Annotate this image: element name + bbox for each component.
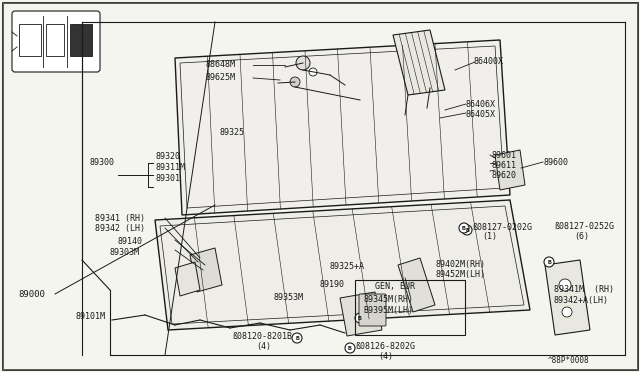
Text: 89000: 89000 [18, 290, 45, 299]
Text: 86406X: 86406X [466, 100, 496, 109]
Circle shape [345, 343, 355, 353]
Circle shape [562, 307, 572, 317]
Text: B: B [547, 260, 551, 264]
Text: 89190: 89190 [320, 280, 345, 289]
Text: (6): (6) [574, 232, 589, 241]
Polygon shape [175, 262, 200, 296]
Text: B: B [348, 346, 352, 350]
Text: ß08127-0202G: ß08127-0202G [472, 223, 532, 232]
Text: ß08127-0252G: ß08127-0252G [554, 222, 614, 231]
Text: 89320: 89320 [155, 152, 180, 161]
Circle shape [544, 257, 554, 267]
FancyBboxPatch shape [359, 294, 386, 326]
Circle shape [462, 225, 472, 235]
Text: (4): (4) [378, 352, 393, 361]
Bar [355, 280, 465, 335]
Circle shape [459, 223, 469, 233]
Text: 89342 (LH): 89342 (LH) [95, 224, 145, 233]
FancyBboxPatch shape [12, 11, 100, 72]
Text: 89325: 89325 [220, 128, 245, 137]
Polygon shape [190, 248, 222, 292]
Text: 89345M(RH): 89345M(RH) [363, 295, 413, 304]
Text: 89101M: 89101M [75, 312, 105, 321]
Text: (4): (4) [256, 342, 271, 351]
Text: 89311M: 89311M [155, 163, 185, 172]
Bar [19, 24, 41, 56]
Text: 89325+A: 89325+A [330, 262, 365, 271]
Text: B: B [462, 225, 466, 231]
Text: B: B [295, 336, 299, 340]
Text: B9395M(LH): B9395M(LH) [363, 306, 413, 315]
Text: (1): (1) [482, 232, 497, 241]
Text: 89341M  (RH): 89341M (RH) [554, 285, 614, 294]
Polygon shape [155, 200, 530, 330]
Text: 89342+A(LH): 89342+A(LH) [554, 296, 609, 305]
Text: B: B [358, 315, 362, 321]
Text: 89625M: 89625M [205, 73, 235, 82]
Text: 89341 (RH): 89341 (RH) [95, 214, 145, 223]
Text: 88648M: 88648M [205, 60, 235, 69]
Bar [70, 24, 92, 56]
Text: ß08126-8202G: ß08126-8202G [355, 342, 415, 351]
Text: 89140: 89140 [117, 237, 142, 246]
Text: 89601: 89601 [492, 151, 517, 160]
Text: ^88P*0008: ^88P*0008 [548, 356, 589, 365]
Polygon shape [175, 40, 510, 215]
Text: B: B [465, 228, 469, 232]
Polygon shape [340, 292, 382, 336]
Bar [46, 24, 64, 56]
Text: 89402M(RH): 89402M(RH) [435, 260, 485, 269]
Text: 89620: 89620 [492, 171, 517, 180]
Text: 89301: 89301 [155, 174, 180, 183]
Text: 89600: 89600 [543, 158, 568, 167]
Polygon shape [545, 260, 590, 335]
Text: 86400X: 86400X [474, 57, 504, 66]
Circle shape [290, 77, 300, 87]
Text: GEN, EUR: GEN, EUR [375, 282, 415, 291]
Text: 86405X: 86405X [466, 110, 496, 119]
Polygon shape [398, 258, 435, 312]
Circle shape [292, 333, 302, 343]
Text: 89300: 89300 [90, 158, 115, 167]
Text: 89303M: 89303M [110, 248, 140, 257]
Polygon shape [495, 150, 525, 190]
Circle shape [559, 279, 571, 291]
Text: ß08120-8201B: ß08120-8201B [232, 332, 292, 341]
Circle shape [355, 313, 365, 323]
Text: 89353M: 89353M [273, 293, 303, 302]
Circle shape [309, 68, 317, 76]
Text: 89452M(LH): 89452M(LH) [435, 270, 485, 279]
Circle shape [296, 56, 310, 70]
Polygon shape [393, 30, 445, 95]
Text: 89611: 89611 [492, 161, 517, 170]
